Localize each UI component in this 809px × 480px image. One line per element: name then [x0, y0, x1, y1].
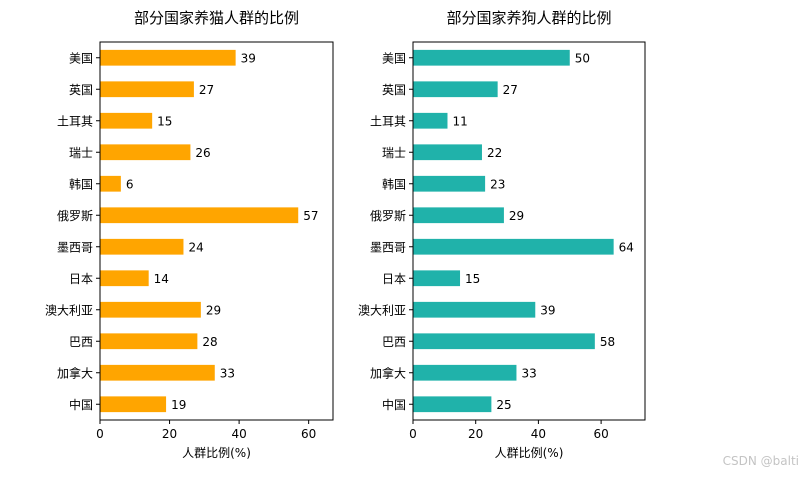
bar [100, 396, 167, 413]
category-label: 韩国 [382, 176, 406, 191]
bar [413, 49, 570, 66]
x-tick-label: 40 [531, 427, 546, 441]
bar [100, 207, 299, 224]
bar [100, 238, 184, 255]
category-label: 英国 [69, 83, 93, 97]
bar [413, 238, 614, 255]
bar-value-label: 11 [452, 114, 467, 128]
x-axis-label: 人群比例(%) [495, 446, 564, 460]
bar-value-label: 39 [241, 51, 256, 65]
category-label: 日本 [382, 272, 406, 286]
category-label: 瑞士 [69, 146, 93, 160]
category-label: 澳大利亚 [45, 303, 93, 317]
category-label: 墨西哥 [57, 240, 93, 254]
watermark: CSDN @balti [722, 454, 799, 468]
category-label: 韩国 [69, 176, 93, 191]
bar [413, 396, 492, 413]
category-label: 巴西 [69, 335, 93, 349]
bar-value-label: 57 [303, 209, 318, 223]
category-label: 俄罗斯 [57, 209, 93, 223]
bar [413, 270, 461, 287]
bar [100, 364, 215, 381]
bar [100, 49, 236, 66]
category-label: 土耳其 [370, 114, 406, 128]
bar-value-label: 26 [195, 146, 210, 160]
bar-value-label: 22 [487, 146, 502, 160]
x-tick-label: 60 [593, 427, 608, 441]
chart-title: 部分国家养猫人群的比例 [134, 9, 299, 27]
category-label: 美国 [382, 51, 406, 65]
bar-value-label: 29 [509, 209, 524, 223]
bar [413, 81, 498, 98]
bar [413, 207, 504, 224]
bar [100, 333, 198, 350]
bar [413, 112, 448, 129]
bar-value-label: 50 [575, 51, 590, 65]
bar [413, 364, 517, 381]
bar-value-label: 19 [171, 398, 186, 412]
bar-value-label: 39 [540, 303, 555, 317]
bar-value-label: 28 [202, 335, 217, 349]
bar-value-label: 58 [600, 335, 615, 349]
bar-value-label: 27 [199, 83, 214, 97]
x-tick-label: 20 [162, 427, 177, 441]
bar-value-label: 29 [206, 303, 221, 317]
x-tick-label: 60 [301, 427, 316, 441]
category-label: 加拿大 [57, 365, 93, 380]
axes-frame [412, 41, 646, 421]
bar-value-label: 14 [154, 272, 169, 286]
bar [413, 301, 536, 318]
bar-value-label: 6 [126, 177, 134, 191]
bar-value-label: 24 [188, 240, 203, 254]
category-label: 加拿大 [370, 365, 406, 380]
bar [100, 175, 121, 192]
category-label: 英国 [382, 83, 406, 97]
category-label: 中国 [382, 397, 406, 412]
category-label: 瑞士 [382, 146, 406, 160]
chart-panel-1: 39 美国 27 英国 15 土耳其 26 瑞士 6 韩国 57 俄罗斯 24 墨西哥 14 日本 29 澳大利亚… [45, 9, 334, 460]
x-tick-label: 20 [468, 427, 483, 441]
bar [100, 81, 194, 98]
bar-value-label: 15 [157, 114, 172, 128]
category-label: 美国 [69, 51, 93, 65]
bar [100, 270, 149, 287]
bar [100, 144, 191, 161]
x-tick-label: 0 [409, 427, 417, 441]
bar-value-label: 23 [490, 177, 505, 191]
bar-value-label: 64 [619, 240, 634, 254]
bar-value-label: 33 [521, 366, 536, 380]
bar-value-label: 27 [503, 83, 518, 97]
category-label: 澳大利亚 [358, 303, 406, 317]
bar [413, 175, 486, 192]
axes-frame [99, 41, 334, 421]
category-label: 俄罗斯 [370, 209, 406, 223]
x-axis-label: 人群比例(%) [182, 446, 251, 460]
category-label: 土耳其 [57, 114, 93, 128]
chart-title: 部分国家养狗人群的比例 [446, 9, 611, 27]
category-label: 中国 [69, 397, 93, 412]
bar [100, 112, 153, 129]
category-label: 巴西 [382, 335, 406, 349]
bar-value-label: 15 [465, 272, 480, 286]
bar [413, 333, 595, 350]
bar-value-label: 33 [220, 366, 235, 380]
category-label: 日本 [69, 272, 93, 286]
x-tick-label: 0 [96, 427, 104, 441]
chart-panel-2: 50 美国 27 英国 11 土耳其 22 瑞士 23 韩国 29 俄罗斯 64 墨西哥 15 日本 39 澳大利… [358, 9, 646, 460]
category-label: 墨西哥 [370, 240, 406, 254]
x-tick-label: 40 [231, 427, 246, 441]
bar [100, 301, 201, 318]
bar-value-label: 25 [496, 398, 511, 412]
bar [413, 144, 482, 161]
